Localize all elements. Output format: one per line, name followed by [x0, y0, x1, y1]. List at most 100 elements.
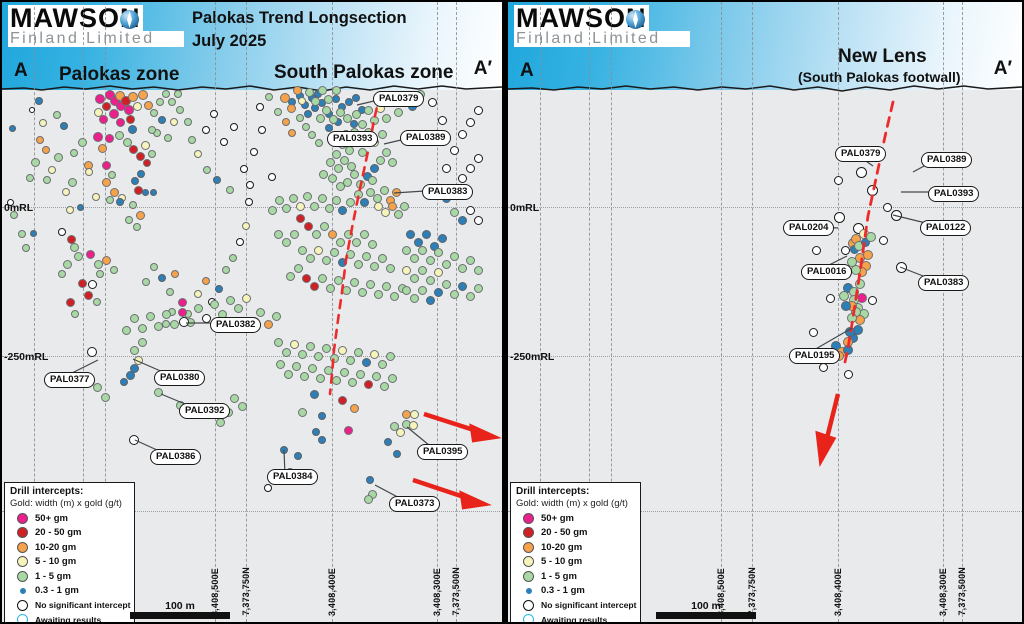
drill-intercept-point[interactable] [170, 118, 178, 126]
drill-intercept-point[interactable] [449, 289, 459, 299]
drill-intercept-point[interactable] [177, 297, 187, 307]
drill-intercept-point[interactable] [890, 209, 902, 221]
drill-intercept-point[interactable] [135, 151, 145, 161]
drill-intercept-point[interactable] [209, 299, 219, 309]
drill-intercept-point[interactable] [457, 281, 467, 291]
drill-intercept-point[interactable] [77, 278, 87, 288]
drill-hole-label[interactable]: PAL0395 [417, 444, 469, 460]
drill-intercept-point[interactable] [385, 351, 395, 361]
drill-intercept-point[interactable] [58, 270, 66, 278]
drill-intercept-point[interactable] [357, 287, 367, 297]
drill-intercept-point[interactable] [265, 93, 273, 101]
drill-intercept-point[interactable] [825, 293, 835, 303]
drill-intercept-point[interactable] [401, 265, 411, 275]
drill-intercept-point[interactable] [131, 177, 139, 185]
drill-intercept-point[interactable] [274, 195, 284, 205]
drill-intercept-point[interactable] [143, 159, 151, 167]
drill-intercept-point[interactable] [335, 107, 345, 117]
drill-intercept-point[interactable] [121, 325, 131, 335]
drill-intercept-point[interactable] [101, 160, 111, 170]
drill-intercept-point[interactable] [36, 136, 44, 144]
drill-intercept-point[interactable] [359, 197, 369, 207]
drill-intercept-point[interactable] [369, 349, 379, 359]
drill-intercept-point[interactable] [148, 150, 156, 158]
drill-intercept-point[interactable] [93, 259, 103, 269]
drill-hole-label[interactable]: PAL0379 [835, 146, 887, 162]
drill-intercept-point[interactable] [465, 205, 475, 215]
drill-intercept-point[interactable] [413, 237, 423, 247]
drill-intercept-point[interactable] [317, 193, 327, 203]
drill-intercept-point[interactable] [433, 287, 443, 297]
drill-intercept-point[interactable] [158, 116, 166, 124]
drill-intercept-point[interactable] [324, 203, 334, 213]
drill-intercept-point[interactable] [39, 119, 47, 127]
drill-intercept-point[interactable] [441, 259, 451, 269]
drill-intercept-point[interactable] [169, 319, 179, 329]
drill-intercept-point[interactable] [852, 222, 864, 234]
drill-intercept-point[interactable] [315, 139, 323, 147]
drill-intercept-point[interactable] [313, 351, 323, 361]
drill-intercept-point[interactable] [288, 193, 298, 203]
drill-intercept-point[interactable] [122, 137, 132, 147]
drill-intercept-point[interactable] [357, 147, 367, 157]
drill-intercept-point[interactable] [409, 409, 419, 419]
drill-intercept-point[interactable] [141, 188, 149, 196]
drill-intercept-point[interactable] [317, 273, 327, 283]
drill-intercept-point[interactable] [138, 90, 148, 100]
drill-intercept-point[interactable] [150, 109, 158, 117]
drill-hole-label[interactable]: PAL0016 [801, 264, 853, 280]
drill-intercept-point[interactable] [233, 303, 243, 313]
drill-intercept-point[interactable] [70, 149, 78, 157]
drill-hole-label[interactable]: PAL0384 [267, 469, 319, 485]
drill-intercept-point[interactable] [29, 229, 37, 237]
drill-intercept-point[interactable] [129, 313, 139, 323]
drill-hole-label[interactable]: PAL0392 [179, 403, 231, 419]
drill-intercept-point[interactable] [371, 371, 381, 381]
drill-hole-label[interactable]: PAL0393 [327, 131, 379, 147]
drill-intercept-point[interactable] [66, 206, 74, 214]
drill-hole-label[interactable]: PAL0380 [154, 370, 206, 386]
drill-intercept-point[interactable] [353, 259, 363, 269]
drill-intercept-point[interactable] [281, 347, 291, 357]
drill-intercept-point[interactable] [166, 288, 174, 296]
drill-intercept-point[interactable] [109, 187, 119, 197]
drill-intercept-point[interactable] [69, 242, 79, 252]
drill-intercept-point[interactable] [323, 365, 333, 375]
drill-intercept-point[interactable] [297, 407, 307, 417]
drill-intercept-point[interactable] [164, 134, 172, 142]
drill-intercept-point[interactable] [289, 229, 299, 239]
drill-intercept-point[interactable] [101, 101, 111, 111]
drill-intercept-point[interactable] [342, 177, 352, 187]
drill-intercept-point[interactable] [369, 163, 379, 173]
drill-intercept-point[interactable] [342, 113, 352, 123]
drill-intercept-point[interactable] [153, 387, 163, 397]
drill-intercept-point[interactable] [246, 181, 254, 189]
drill-intercept-point[interactable] [282, 118, 290, 126]
drill-intercept-point[interactable] [319, 221, 329, 231]
drill-intercept-point[interactable] [408, 420, 418, 430]
drill-intercept-point[interactable] [465, 255, 475, 265]
drill-intercept-point[interactable] [137, 170, 145, 178]
drill-intercept-point[interactable] [843, 369, 853, 379]
drill-intercept-point[interactable] [128, 92, 138, 102]
drill-intercept-point[interactable] [833, 211, 845, 223]
drill-intercept-point[interactable] [339, 155, 349, 165]
drill-intercept-point[interactable] [137, 323, 147, 333]
drill-intercept-point[interactable] [347, 377, 357, 387]
drill-intercept-point[interactable] [213, 176, 221, 184]
drill-intercept-point[interactable] [449, 207, 459, 217]
drill-hole-label[interactable]: PAL0382 [210, 317, 262, 333]
drill-intercept-point[interactable] [6, 198, 14, 206]
drill-intercept-point[interactable] [194, 290, 202, 298]
drill-intercept-point[interactable] [425, 275, 435, 285]
drill-intercept-point[interactable] [114, 130, 124, 140]
drill-intercept-point[interactable] [359, 229, 369, 239]
drill-intercept-point[interactable] [808, 327, 818, 337]
drill-intercept-point[interactable] [357, 119, 367, 129]
drill-intercept-point[interactable] [391, 187, 401, 197]
drill-intercept-point[interactable] [465, 163, 475, 173]
drill-intercept-point[interactable] [457, 129, 467, 139]
drill-intercept-point[interactable] [866, 232, 876, 242]
drill-intercept-point[interactable] [473, 215, 483, 225]
drill-intercept-point[interactable] [229, 393, 239, 403]
